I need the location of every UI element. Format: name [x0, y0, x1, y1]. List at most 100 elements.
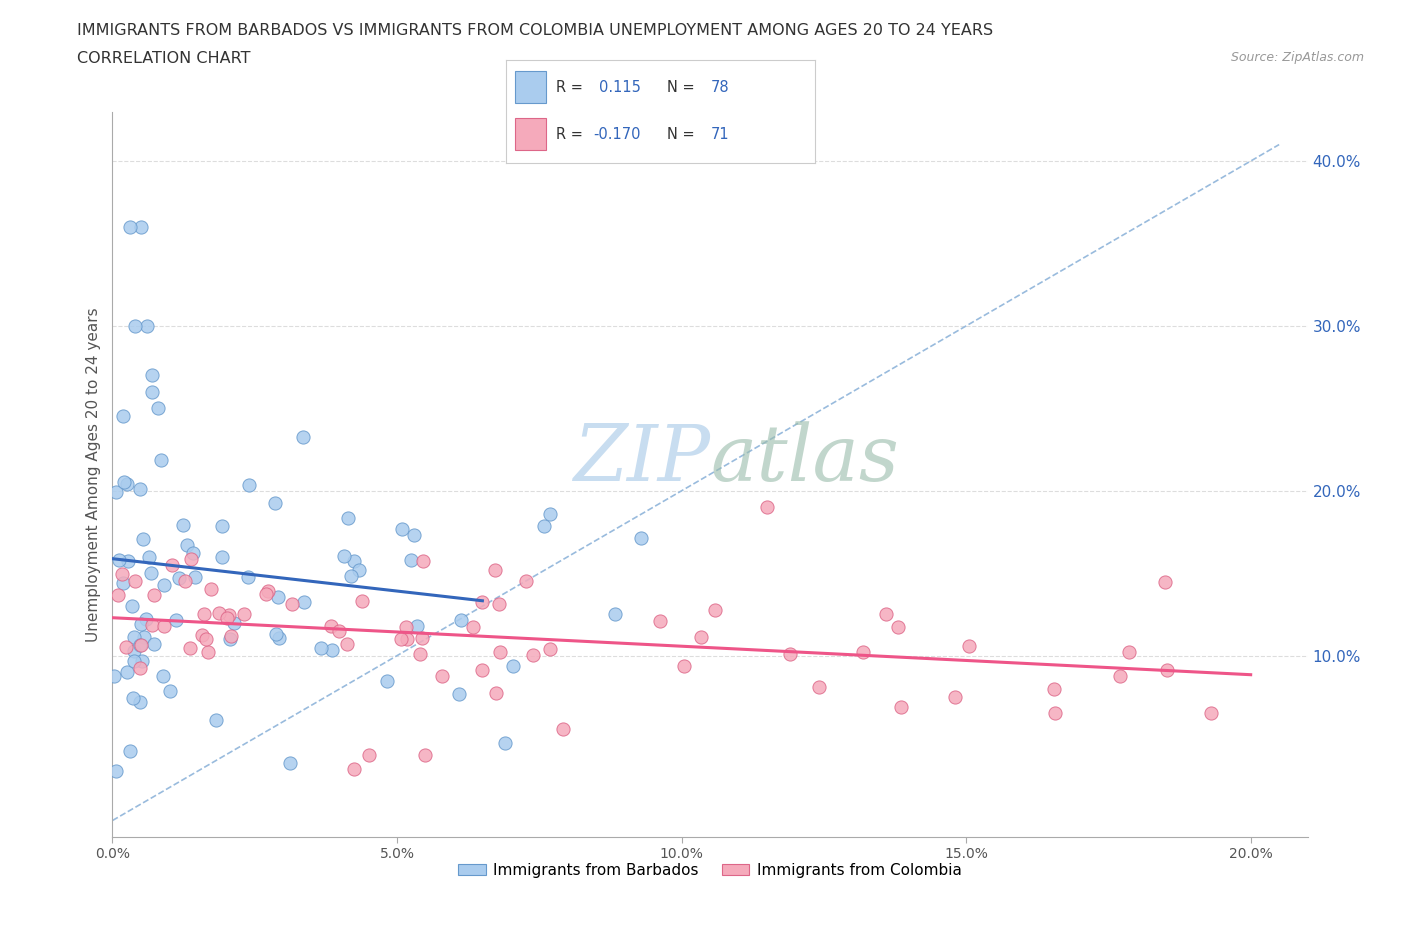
- Point: [167, 570, 190, 585]
- Point: [218, 607, 240, 622]
- Point: [129, 637, 152, 652]
- Point: [1156, 663, 1178, 678]
- Point: [538, 507, 561, 522]
- Point: [180, 551, 202, 566]
- Point: [128, 695, 150, 710]
- Point: [412, 553, 434, 568]
- Point: [375, 673, 398, 688]
- Point: [208, 606, 231, 621]
- Point: [522, 647, 544, 662]
- Point: [221, 628, 243, 643]
- Point: [352, 593, 374, 608]
- Point: [111, 566, 134, 581]
- Point: [340, 569, 363, 584]
- Point: [328, 623, 350, 638]
- Point: [409, 647, 432, 662]
- Point: [179, 641, 201, 656]
- Point: [395, 631, 418, 646]
- Point: [488, 596, 510, 611]
- Point: [779, 647, 801, 662]
- Point: [1154, 575, 1177, 590]
- Point: [415, 747, 437, 762]
- Point: [122, 691, 145, 706]
- Point: [115, 640, 138, 655]
- Point: [122, 644, 145, 658]
- Point: [807, 679, 830, 694]
- Point: [875, 606, 897, 621]
- Point: [264, 496, 287, 511]
- Point: [266, 590, 288, 604]
- Point: [533, 519, 555, 534]
- Point: [461, 619, 484, 634]
- Point: [211, 518, 233, 533]
- Point: [117, 553, 139, 568]
- Point: [336, 636, 359, 651]
- Point: [115, 477, 138, 492]
- Point: [135, 611, 157, 626]
- Point: [389, 631, 412, 646]
- Point: [447, 686, 470, 701]
- Point: [142, 587, 165, 602]
- Point: [129, 617, 152, 631]
- Point: [138, 550, 160, 565]
- Point: [292, 594, 315, 609]
- Point: [191, 628, 214, 643]
- Point: [673, 658, 696, 673]
- Point: [238, 570, 260, 585]
- Point: [553, 722, 575, 737]
- Point: [342, 553, 364, 568]
- Point: [176, 538, 198, 552]
- Point: [143, 636, 166, 651]
- Point: [108, 553, 131, 568]
- Point: [218, 631, 240, 646]
- Point: [411, 631, 433, 645]
- Point: [224, 616, 246, 631]
- Point: [124, 630, 146, 644]
- Point: [132, 532, 155, 547]
- Point: [1043, 706, 1066, 721]
- Point: [1199, 706, 1222, 721]
- Point: [957, 639, 980, 654]
- Point: [690, 630, 713, 644]
- Point: [152, 618, 174, 633]
- Point: [211, 550, 233, 565]
- Point: [605, 607, 627, 622]
- Point: [153, 578, 176, 592]
- Point: [755, 499, 778, 514]
- Point: [124, 573, 146, 588]
- Point: [943, 690, 966, 705]
- Point: [336, 511, 359, 525]
- Point: [165, 613, 187, 628]
- Point: [342, 762, 364, 777]
- Point: [115, 665, 138, 680]
- Point: [121, 598, 143, 613]
- Point: [1043, 682, 1066, 697]
- Point: [401, 553, 423, 568]
- Point: [333, 549, 356, 564]
- Point: [146, 401, 169, 416]
- Point: [135, 318, 157, 333]
- Point: [309, 641, 332, 656]
- Point: [103, 669, 125, 684]
- Point: [357, 747, 380, 762]
- Point: [494, 736, 516, 751]
- Legend: Immigrants from Barbados, Immigrants from Colombia: Immigrants from Barbados, Immigrants fro…: [453, 857, 967, 884]
- Point: [347, 563, 370, 578]
- Text: 78: 78: [710, 80, 728, 95]
- Point: [887, 620, 910, 635]
- Point: [321, 643, 343, 658]
- Point: [181, 546, 204, 561]
- Point: [160, 558, 183, 573]
- Point: [159, 684, 181, 698]
- Point: [852, 644, 875, 659]
- Point: [141, 384, 163, 399]
- Text: IMMIGRANTS FROM BARBADOS VS IMMIGRANTS FROM COLOMBIA UNEMPLOYMENT AMONG AGES 20 : IMMIGRANTS FROM BARBADOS VS IMMIGRANTS F…: [77, 23, 994, 38]
- Point: [254, 586, 277, 601]
- Point: [141, 368, 163, 383]
- Text: atlas: atlas: [710, 421, 898, 498]
- Point: [150, 452, 173, 467]
- Point: [515, 574, 537, 589]
- Point: [264, 627, 287, 642]
- Point: [152, 669, 174, 684]
- Point: [122, 654, 145, 669]
